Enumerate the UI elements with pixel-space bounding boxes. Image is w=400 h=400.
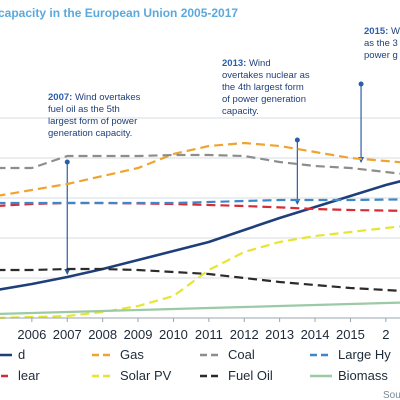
series-line-wind	[0, 180, 400, 291]
annotation-line: generation capacity.	[48, 128, 132, 139]
series-line-large-hydro	[0, 198, 400, 205]
x-tick-label: 2	[382, 327, 389, 342]
x-tick-label: 2013	[265, 327, 294, 342]
annotation-year: 2007:	[48, 92, 72, 103]
annotation-text: 2013: Wind	[222, 58, 271, 69]
annotation-line: largest form of power	[48, 116, 137, 127]
legend-label-wind: d	[18, 347, 25, 362]
annotation-line: Wind overtakes	[72, 92, 140, 103]
x-tick-label: 2010	[159, 327, 188, 342]
source-note: Sou	[383, 390, 400, 400]
annotation-year: 2015:	[364, 26, 388, 37]
legend-label-solar-pv: Solar PV	[120, 368, 172, 383]
series-line-biomass	[0, 301, 400, 316]
annotation-line: W	[388, 26, 400, 37]
series-line-gas	[0, 141, 400, 197]
x-axis: 2006 2007 2008 2009 2010 2011 2012 2013 2014 2015…	[0, 317, 400, 342]
legend-label-large-hydro: Large Hy	[338, 347, 391, 362]
x-tick-label: 2006	[17, 327, 46, 342]
x-tick-label: 2014	[301, 327, 330, 342]
annotation-pointer-dot	[64, 159, 70, 165]
x-tick-label: 2009	[124, 327, 153, 342]
legend-label-biomass: Biomass	[338, 368, 388, 383]
annotation-line: the 4th largest form	[222, 82, 304, 93]
x-tick-label: 2007	[53, 327, 82, 342]
chart-title: capacity in the European Union 2005-2017	[0, 6, 238, 20]
series-line-solar-pv	[0, 225, 400, 320]
annotation-text: 2015: W	[364, 26, 400, 37]
annotation-year: 2013:	[222, 58, 246, 69]
x-tick-label: 2011	[195, 327, 223, 342]
series-line-fuel-oil	[0, 267, 400, 292]
series-line-coal	[0, 153, 400, 175]
annotation-line: of power generation	[222, 94, 306, 105]
legend-label-nuclear: lear	[18, 368, 40, 383]
annotation-line: as the 3	[364, 38, 398, 49]
annotation-line: Wind	[246, 58, 270, 69]
x-tick-label: 2015	[336, 327, 365, 342]
x-tick-label: 2008	[88, 327, 117, 342]
legend-label-gas: Gas	[120, 347, 144, 362]
legend-label-fuel-oil: Fuel Oil	[228, 368, 273, 383]
annotation-pointer-arrow	[64, 269, 71, 275]
series-lines	[0, 141, 400, 320]
annotation-pointer-dot	[358, 81, 364, 87]
annotation-text: 2007: Wind overtakes	[48, 92, 141, 103]
annotation-line: fuel oil as the 5th	[48, 104, 120, 115]
annotation-line: capacity.	[222, 106, 259, 117]
legend-label-coal: Coal	[228, 347, 255, 362]
annotation-line: overtakes nuclear as	[222, 70, 310, 81]
x-tick-label: 2012	[230, 327, 259, 342]
annotation-line: power g	[364, 50, 398, 61]
series-line-nuclear	[0, 201, 400, 212]
legend: d Gas Coal Large Hy lear Solar PV Fuel Oil Biom…	[0, 347, 391, 383]
annotation-pointer-dot	[294, 137, 300, 143]
